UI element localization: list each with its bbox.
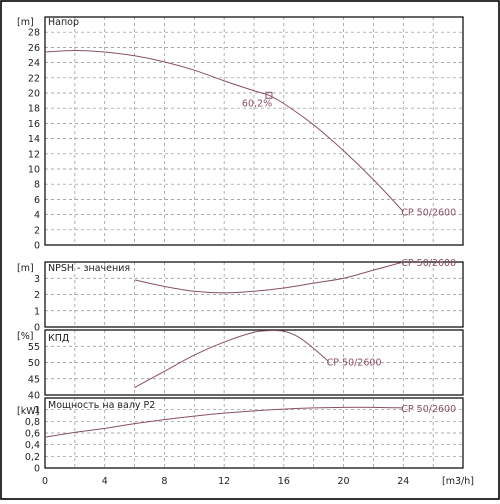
x-tick-label: 24 [397, 476, 409, 487]
y-tick-label: 3 [34, 274, 40, 285]
y-tick-label: 2 [34, 290, 40, 301]
panel-frame [44, 397, 464, 469]
series-label: CP 50/2600 [401, 208, 456, 219]
y-tick-label: 20 [28, 89, 40, 100]
series-line [134, 261, 404, 294]
y-tick-label: 0,8 [25, 417, 40, 428]
series-line [44, 49, 404, 212]
x-axis: [m3/h] 0 4 8 12 16 20 24 [42, 476, 474, 487]
y-tick-label: 22 [28, 73, 40, 84]
x-tick-label: 4 [102, 476, 108, 487]
panel-3: 40 45 50 55[%] КПД CP 50/2600 [17, 329, 464, 402]
y-axis-unit: [m] [17, 17, 34, 28]
y-tick-label: 2 [34, 225, 40, 236]
panel-title: NPSH - значения [48, 263, 130, 274]
panel-frame [44, 16, 464, 246]
y-tick-label: 0,2 [25, 452, 40, 463]
series-label: CP 50/2600 [327, 358, 382, 369]
y-axis-unit: [m] [17, 263, 34, 274]
panel-frame [44, 329, 464, 396]
y-tick-label: 18 [28, 104, 40, 115]
x-tick-label: 12 [218, 476, 230, 487]
series-label: CP 50/2600 [401, 258, 456, 269]
y-axis-unit: [kW] [17, 406, 39, 417]
y-tick-label: 16 [28, 119, 40, 130]
bep-marker [265, 91, 273, 99]
y-tick-label: 24 [28, 58, 40, 69]
y-tick-label: 50 [28, 358, 40, 369]
x-tick-label: 20 [338, 476, 350, 487]
bep-label: 60,2% [242, 98, 272, 109]
series-line [44, 406, 404, 438]
y-tick-label: 0 [34, 464, 40, 475]
y-axis-unit: [%] [17, 331, 33, 342]
panel-4: 00,20,40,60,81[kW] Мощность на валу P2 CP … [17, 397, 464, 475]
y-tick-label: 4 [34, 210, 40, 221]
x-tick-label: 16 [278, 476, 290, 487]
x-tick-label: 0 [42, 476, 48, 487]
y-tick-label: 0,6 [25, 429, 40, 440]
y-tick-label: 14 [28, 134, 40, 145]
y-tick-label: 0,4 [25, 440, 40, 451]
y-tick-label: 6 [34, 195, 40, 206]
series-label: CP 50/2600 [401, 404, 456, 415]
series-line [134, 330, 329, 388]
y-tick-label: 0 [34, 323, 40, 334]
panel-2: 0 1 2 3[m] NPSH - значения CP 50/2600 [17, 258, 464, 334]
panel-frame [44, 261, 464, 328]
x-axis-unit: [m3/h] [442, 476, 474, 487]
panel-title: Напор [48, 17, 79, 28]
y-tick-label: 40 [28, 391, 40, 402]
y-tick-label: 12 [28, 149, 40, 160]
panel-title: КПД [48, 333, 69, 344]
y-tick-label: 10 [28, 165, 40, 176]
y-tick-label: 1 [34, 306, 40, 317]
x-tick-label: 8 [161, 476, 167, 487]
y-tick-label: 0 [34, 241, 40, 252]
y-tick-label: 45 [28, 374, 40, 385]
y-tick-label: 1 [34, 405, 40, 416]
y-tick-label: 28 [28, 28, 40, 39]
y-tick-label: 26 [28, 43, 40, 54]
y-tick-label: 55 [28, 342, 40, 353]
y-tick-label: 8 [34, 180, 40, 191]
panel-title: Мощность на валу P2 [48, 400, 155, 411]
